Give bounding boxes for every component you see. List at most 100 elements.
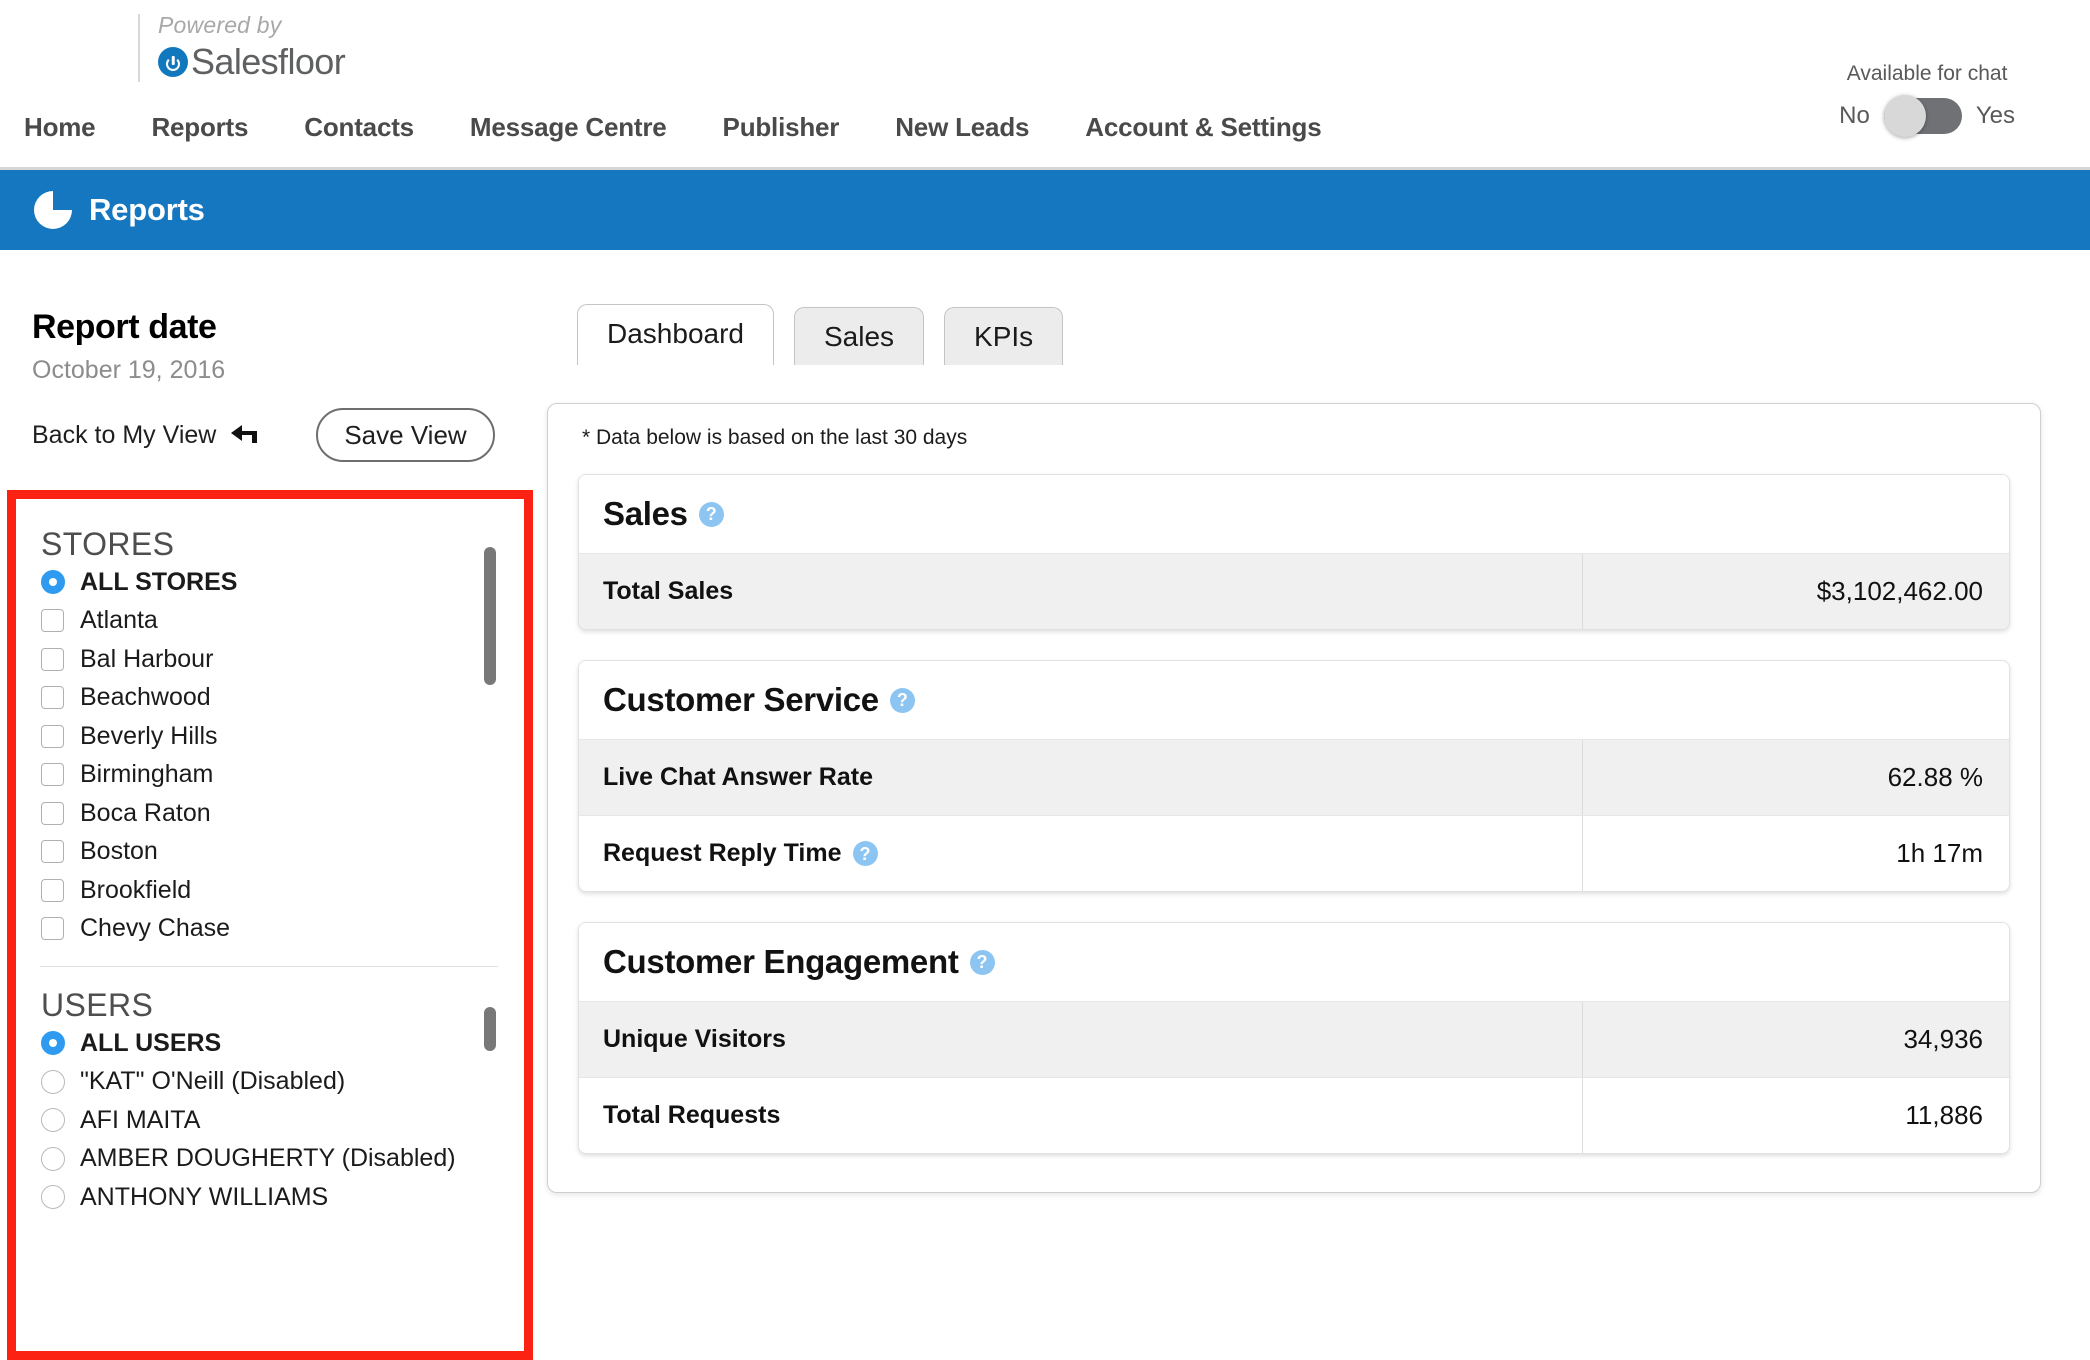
card-customer-service: Customer Service ? Live Chat Answer Rate… <box>578 660 2010 892</box>
stores-option-all[interactable]: ALL STORES <box>41 563 524 602</box>
card-customer-service-header: Customer Service ? <box>579 661 2009 739</box>
users-option-all-label: ALL USERS <box>80 1028 222 1057</box>
stores-scrollbar-thumb[interactable] <box>484 547 496 685</box>
metric-label: Unique Visitors <box>603 1025 786 1053</box>
checkbox-icon-chevy-chase[interactable] <box>41 917 64 941</box>
save-view-button[interactable]: Save View <box>316 408 495 462</box>
chat-toggle-yes-label: Yes <box>1975 102 2015 129</box>
store-label: Brookfield <box>80 875 192 904</box>
radio-icon-kat-oneill[interactable] <box>41 1069 65 1094</box>
user-label: "KAT" O'Neill (Disabled) <box>80 1067 346 1096</box>
chat-availability: Available for chat No Yes <box>1839 62 2015 137</box>
store-label: Beachwood <box>80 683 211 712</box>
chat-availability-toggle[interactable] <box>1883 95 1962 137</box>
page-title: Reports <box>89 192 205 227</box>
card-sales-header: Sales ? <box>579 475 2009 553</box>
checkbox-icon-birmingham[interactable] <box>41 763 64 787</box>
user-label: ANTHONY WILLIAMS <box>80 1182 329 1211</box>
store-label: Bal Harbour <box>80 644 214 673</box>
checkbox-icon-brookfield[interactable] <box>41 878 64 902</box>
nav-item-publisher[interactable]: Publisher <box>722 112 840 142</box>
nav-item-new-leads[interactable]: New Leads <box>895 112 1030 142</box>
card-sales-title: Sales <box>603 495 688 532</box>
metric-row: Live Chat Answer Rate 62.88 % <box>579 739 2009 815</box>
metric-value-cell: $3,102,462.00 <box>1582 554 2009 629</box>
dashboard-panel: * Data below is based on the last 30 day… <box>547 403 2041 1193</box>
help-icon[interactable]: ? <box>889 687 915 713</box>
brand-name: Salesfloor <box>191 41 346 82</box>
nav-item-contacts[interactable]: Contacts <box>304 112 414 142</box>
help-icon[interactable]: ? <box>969 949 995 975</box>
checkbox-icon-boston[interactable] <box>41 840 64 864</box>
users-option-all[interactable]: ALL USERS <box>41 1024 524 1063</box>
radio-icon-amber-dougherty[interactable] <box>41 1146 65 1171</box>
metric-label: Live Chat Answer Rate <box>603 763 873 791</box>
metric-value: 11,886 <box>1905 1100 1983 1130</box>
top-header: Powered by Salesfloor Home Reports Conta… <box>0 0 2090 170</box>
filters-sidebar: Report date October 19, 2016 Back to My … <box>0 250 545 1360</box>
store-option-boca-raton[interactable]: Boca Raton <box>41 794 524 833</box>
metric-label-cell: Unique Visitors <box>579 1002 1582 1077</box>
user-option-afi-maita[interactable]: AFI MAITA <box>41 1101 524 1140</box>
checkbox-icon-beachwood[interactable] <box>41 686 64 710</box>
metric-row: Request Reply Time ? 1h 17m <box>579 815 2009 891</box>
store-option-bal-harbour[interactable]: Bal Harbour <box>41 640 524 679</box>
stores-group-title: STORES <box>41 526 175 562</box>
nav-item-message-centre[interactable]: Message Centre <box>469 112 667 142</box>
checkbox-icon-atlanta[interactable] <box>41 609 64 633</box>
store-option-birmingham[interactable]: Birmingham <box>41 756 524 795</box>
store-option-chevy-chase[interactable]: Chevy Chase <box>41 910 524 949</box>
store-label: Chevy Chase <box>80 914 231 943</box>
tab-sales[interactable]: Sales <box>793 307 925 365</box>
store-option-boston[interactable]: Boston <box>41 833 524 872</box>
metric-value-cell: 1h 17m <box>1582 816 2009 891</box>
metric-value-cell: 62.88 % <box>1582 740 2009 815</box>
content-area: Report date October 19, 2016 Back to My … <box>0 250 2090 1360</box>
users-scrollbar[interactable] <box>484 1007 496 1051</box>
user-option-anthony-williams[interactable]: ANTHONY WILLIAMS <box>41 1178 524 1217</box>
nav-item-account-settings[interactable]: Account & Settings <box>1085 112 1322 142</box>
users-filter-group: USERS ALL USERS "KAT" O'Neill (Disabled)… <box>16 967 524 1217</box>
toggle-knob[interactable] <box>1883 95 1926 137</box>
nav-item-home[interactable]: Home <box>24 112 96 142</box>
card-sales: Sales ? Total Sales $3,102,462.00 <box>578 474 2010 630</box>
user-option-kat-oneill[interactable]: "KAT" O'Neill (Disabled) <box>41 1063 524 1102</box>
tab-kpis[interactable]: KPIs <box>944 307 1064 365</box>
stores-scrollbar[interactable] <box>484 547 496 685</box>
store-option-brookfield[interactable]: Brookfield <box>41 871 524 910</box>
tab-dashboard[interactable]: Dashboard <box>577 304 774 367</box>
radio-icon-all-stores[interactable] <box>41 570 65 595</box>
store-option-beachwood[interactable]: Beachwood <box>41 679 524 718</box>
metric-label: Total Sales <box>603 577 734 605</box>
metric-row: Total Sales $3,102,462.00 <box>579 553 2009 629</box>
user-label: AFI MAITA <box>80 1105 201 1134</box>
metric-value-cell: 34,936 <box>1582 1002 2009 1077</box>
brand-divider <box>138 14 140 82</box>
arrow-turn-left-icon <box>230 424 260 446</box>
checkbox-icon-boca-raton[interactable] <box>41 801 64 825</box>
radio-icon-anthony-williams[interactable] <box>41 1185 65 1210</box>
metric-row: Total Requests 11,886 <box>579 1077 2009 1153</box>
metric-label-cell: Live Chat Answer Rate <box>579 740 1582 815</box>
nav-item-reports[interactable]: Reports <box>151 112 249 142</box>
radio-icon-all-users[interactable] <box>41 1031 65 1056</box>
store-label: Atlanta <box>80 606 158 635</box>
checkbox-icon-bal-harbour[interactable] <box>41 647 64 671</box>
help-icon[interactable]: ? <box>852 841 878 866</box>
back-to-my-view-link[interactable]: Back to My View <box>32 421 260 450</box>
stores-option-all-label: ALL STORES <box>80 567 238 596</box>
checkbox-icon-beverly-hills[interactable] <box>41 724 64 748</box>
help-icon[interactable]: ? <box>698 501 724 527</box>
powered-by-label: Powered by <box>158 12 282 38</box>
stores-filter-group: STORES ALL STORES Atlanta Bal Harbour Be… <box>16 499 524 948</box>
metric-label-cell: Total Sales <box>579 554 1582 629</box>
radio-icon-afi-maita[interactable] <box>41 1108 65 1133</box>
users-scrollbar-thumb[interactable] <box>484 1007 496 1051</box>
store-label: Birmingham <box>80 760 214 789</box>
user-option-amber-dougherty[interactable]: AMBER DOUGHERTY (Disabled) <box>41 1140 524 1179</box>
store-option-atlanta[interactable]: Atlanta <box>41 602 524 641</box>
metric-value-cell: 11,886 <box>1582 1078 2009 1153</box>
store-option-beverly-hills[interactable]: Beverly Hills <box>41 717 524 756</box>
chat-availability-label: Available for chat <box>1846 62 2008 85</box>
metric-value: 34,936 <box>1903 1024 1983 1054</box>
